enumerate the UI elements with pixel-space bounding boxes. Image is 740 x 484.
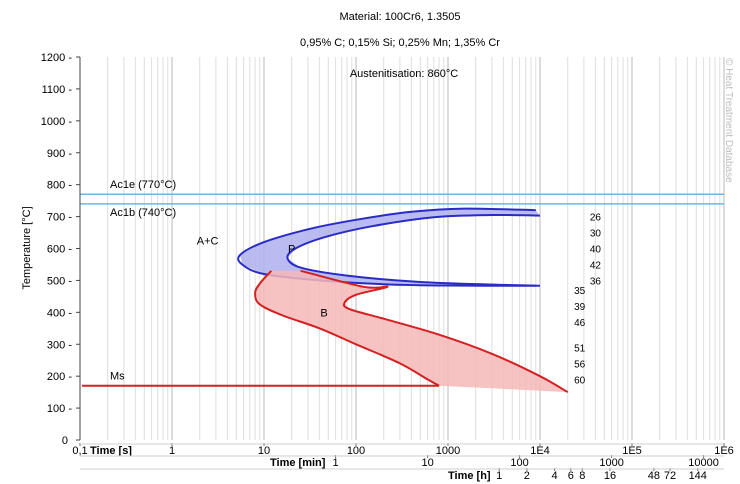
region-start-curve-P [237, 207, 536, 287]
y-tick-label: 800 - [47, 180, 72, 192]
x-tick-label: 16 [604, 470, 616, 482]
hardness-label: 36 [590, 276, 602, 287]
x-tick-label: 1000 [436, 445, 460, 457]
x-tick-label: 10 [421, 457, 433, 469]
x-tick-label: 1 [169, 445, 175, 457]
x-tick-label: 48 [648, 470, 660, 482]
hardness-label: 30 [590, 229, 602, 240]
grid-lines [79, 57, 725, 440]
x-tick-label: 144 [689, 470, 707, 482]
y-tick-label: 500 - [47, 275, 72, 287]
x-tick-label: 72 [664, 470, 676, 482]
hardness-label: 35 [574, 286, 586, 297]
y-tick-label: 1000 - [41, 116, 73, 128]
hardness-label: 51 [574, 343, 586, 354]
chart-marks: P A+C B 26 30 40 42 36 35 39 46 51 56 60 [197, 213, 602, 387]
y-tick-label: 700 - [47, 212, 72, 224]
x-tick-label: 2 [524, 470, 530, 482]
hardness-label: 39 [574, 302, 586, 313]
hardness-label: 26 [590, 213, 602, 224]
axes: 0 100 - 200 - 300 - 400 - 500 - 600 - 700 - 800 … [41, 52, 734, 482]
region-fill-B [255, 270, 568, 393]
x-tick-label: 100 [347, 445, 365, 457]
x-tick-label: 1E4 [530, 445, 550, 457]
x-tick-label: 1000 [599, 457, 623, 469]
y-tick-label: 900 - [47, 148, 72, 160]
hardness-label: 56 [574, 359, 586, 370]
x-tick-label: 10000 [688, 457, 719, 469]
region-label-p: P [288, 244, 295, 256]
chart-subtitle: 0,95% C; 0,15% Si; 0,25% Mn; 1,35% Cr [300, 37, 500, 49]
austenitisation-note: Austenitisation: 860°C [350, 68, 458, 80]
x-tick-label: 4 [552, 470, 558, 482]
ms-label: Ms [110, 371, 125, 383]
y-tick-label: 200 - [47, 371, 72, 383]
x-tick-label: 8 [579, 470, 585, 482]
x-axis-label-2: Time [h] [448, 470, 491, 482]
y-tick-label: 600 - [47, 244, 72, 256]
region-finish-curve-B [300, 269, 569, 393]
hardness-label: 46 [574, 318, 586, 329]
y-tick-label: 300 - [47, 339, 72, 351]
y-tick-label: 1100 - [42, 84, 73, 96]
x-axis-label-1: Time [min] [270, 457, 326, 469]
hardness-label: 40 [590, 245, 602, 256]
y-tick-label: 400 - [47, 307, 72, 319]
x-tick-label: 1 [496, 470, 502, 482]
y-tick-label: 100 - [47, 403, 72, 415]
y-tick-label: 0 [62, 435, 68, 447]
x-axis-label-0: Time [s] [90, 445, 132, 457]
x-tick-label: 0,1 [72, 445, 87, 457]
watermark: © Heat Treatment Database [723, 58, 734, 183]
x-tick-label: 6 [568, 470, 574, 482]
x-tick-label: 100 [510, 457, 528, 469]
hardness-label: 42 [590, 260, 602, 271]
y-tick-label: 1200 - [41, 52, 73, 64]
x-tick-label: 10 [258, 445, 270, 457]
region-start-curve-B [254, 270, 440, 387]
x-tick-label: 1 [333, 457, 339, 469]
x-tick-label: 1E5 [622, 445, 642, 457]
y-axis-label: Temperature [°C] [21, 206, 33, 289]
ac-label-1: Ac1b (740°C) [110, 207, 176, 219]
chart-title: Material: 100Cr6, 1.3505 [339, 11, 460, 23]
hardness-label: 60 [574, 375, 586, 386]
x-tick-label: 1E6 [714, 445, 734, 457]
region-finish-curve-P [286, 213, 541, 287]
reference-lines: Ac1e (770°C) Ac1b (740°C) Ms [80, 179, 724, 387]
ac-label-0: Ac1e (770°C) [110, 179, 176, 191]
region-label-b: B [320, 307, 327, 319]
chart-labels: Material: 100Cr6, 1.3505 0,95% C; 0,15% … [21, 11, 734, 290]
region-label-a-plus-c: A+C [197, 236, 219, 248]
phase-regions [237, 207, 569, 393]
